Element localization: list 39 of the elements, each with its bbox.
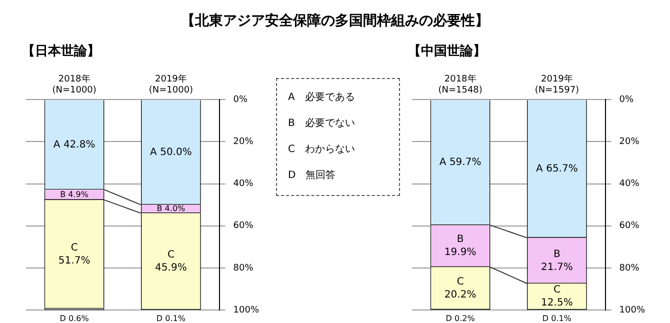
text: B 必要でない (288, 116, 355, 130)
data-label: B 4.9% (60, 190, 89, 199)
text: 【北東アジア安全保障の多国間枠組みの必要性】 (180, 12, 490, 30)
y-tick-label: 60% (619, 221, 640, 232)
chart-subtitle: 【中国世論】 (408, 43, 486, 60)
data-label: B 4.0% (156, 204, 186, 214)
text: C わからない (288, 143, 355, 156)
chart-subtitle: 【日本世論】 (22, 43, 100, 60)
data-label: D 0.6% (60, 314, 90, 323)
y-tick-label: 100% (233, 305, 260, 316)
data-label: A 50.0% (150, 147, 192, 158)
data-label: D 0.1% (542, 314, 572, 323)
text: D 無回答 (288, 169, 336, 182)
y-tick-label: 0% (619, 94, 634, 105)
data-label: A 65.7% (536, 164, 578, 175)
x-tick-label: 2018年 (N=1000) (52, 74, 96, 96)
data-label: A 42.8% (53, 139, 96, 150)
data-label: C 20.2% (444, 276, 476, 300)
y-tick-label: 80% (233, 263, 254, 274)
x-tick-label: 2019年 (N=1597) (534, 74, 580, 96)
data-label: A 59.7% (439, 157, 482, 168)
data-label: B 21.7% (541, 248, 573, 273)
y-tick-label: 60% (233, 221, 254, 232)
y-tick-label: 20% (619, 137, 640, 148)
x-tick-label: 2018年 (N=1548) (438, 74, 482, 96)
data-label: C 12.5% (541, 284, 573, 309)
data-label: D 0.2% (446, 314, 476, 323)
y-tick-label: 40% (619, 179, 640, 190)
data-label: C 45.9% (155, 250, 187, 274)
y-tick-label: 80% (619, 263, 640, 274)
text: A 必要である (288, 90, 355, 104)
data-label: D 0.1% (156, 314, 186, 323)
y-tick-label: 40% (233, 179, 254, 190)
y-tick-label: 0% (233, 94, 248, 105)
y-tick-label: 20% (233, 137, 254, 148)
y-tick-label: 100% (619, 305, 646, 316)
data-label: B 19.9% (444, 234, 476, 258)
data-label: C 51.7% (58, 242, 90, 266)
x-tick-label: 2019年 (N=1000) (148, 74, 194, 96)
